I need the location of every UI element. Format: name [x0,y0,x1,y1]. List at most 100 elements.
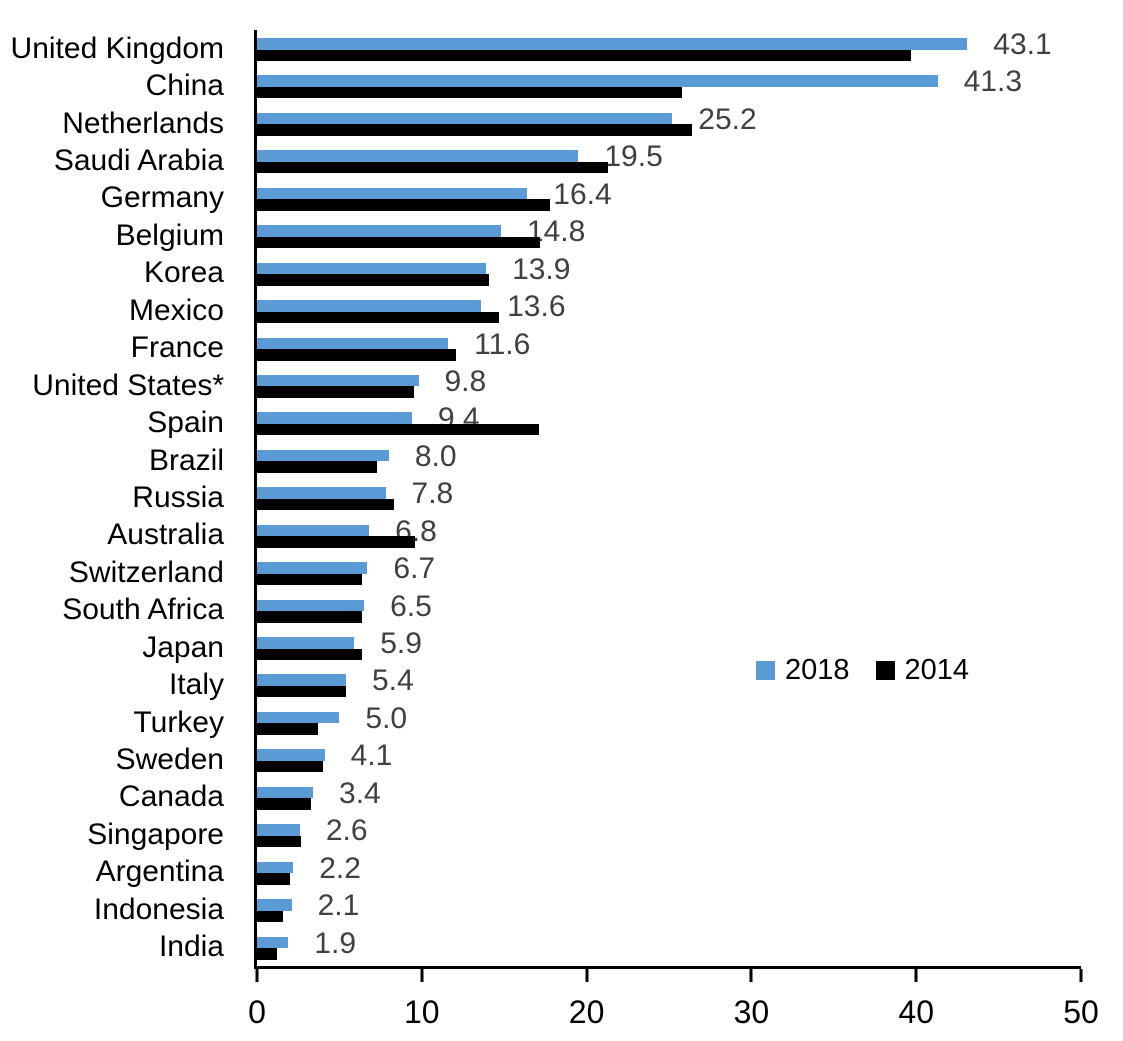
bar-2018 [257,899,292,911]
legend-item-2014: 2014 [875,654,970,686]
value-label: 6.7 [393,552,436,586]
value-label: 3.4 [339,776,381,810]
bar-2018 [257,187,528,200]
x-axis-tick-label: 20 [568,994,605,1030]
bar-row: 5.9 [257,629,1081,666]
bar-2014 [257,311,500,324]
bar-2014 [257,423,539,436]
x-axis-tick [1079,969,1083,982]
legend-swatch-2014-icon [875,661,895,680]
bar-row: 25.2 [257,102,1081,142]
category-label: Saudi Arabia [53,144,224,178]
bar-row: 16.4 [257,177,1081,217]
category-label: Australia [107,518,224,552]
bar-row: 9.4 [257,404,1081,441]
category-label: Korea [143,256,224,290]
bar-2018 [257,562,368,574]
bar-2018 [257,112,673,125]
x-axis-tick-label: 0 [248,994,266,1030]
value-label: 8.0 [414,439,457,473]
value-label: 1.9 [314,926,357,960]
bar-2018 [257,711,340,724]
bar-2018 [257,300,482,312]
bar-2018 [257,487,386,499]
bar-2014 [257,236,541,249]
bar-2014 [257,948,277,960]
value-label: 9.8 [444,364,487,398]
x-axis-tick [255,969,259,982]
value-label: 13.9 [512,252,571,286]
bar-2014 [257,274,490,286]
bar-row: 9.8 [257,364,1081,404]
bar-2014 [257,648,363,660]
legend-swatch-2018-icon [756,661,775,680]
value-label: 19.5 [604,140,663,174]
category-label: Sweden [115,743,224,777]
bar-2014 [257,611,363,623]
category-label: United Kingdom [10,31,224,65]
category-label: Italy [168,668,224,702]
bar-row: 19.5 [257,142,1081,179]
category-label: Canada [118,780,224,814]
category-label: Switzerland [68,555,224,589]
category-label: Belgium [115,218,224,252]
x-axis-tick-label: 30 [733,994,770,1030]
bar-row: 13.6 [257,292,1081,329]
category-label: India [158,930,224,964]
bar-2014 [257,86,683,99]
value-label: 16.4 [553,177,612,211]
value-label: 6.5 [390,589,432,623]
bar-row: 5.4 [257,666,1081,703]
bar-2014 [257,573,363,586]
bar-2014 [257,723,318,735]
plot-area: 43.1 41.3 25.2 19.5 16.4 14.8 13.9 13.6 11.6 9.8 9… [248,30,1099,1029]
category-label: Germany [100,181,224,215]
legend-label-2014: 2014 [904,654,970,686]
category-label: Japan [142,630,224,664]
bar-2018 [257,225,501,237]
bar-2014 [257,49,912,61]
category-label: China [145,69,224,103]
bar-2018 [257,824,300,836]
bar-row: 8.0 [257,439,1081,479]
bar-2018 [257,524,370,537]
x-axis-tick-label: 40 [898,994,934,1030]
bar-2018 [257,674,346,686]
bar-2014 [257,798,312,810]
category-label: Spain [147,406,224,440]
category-label: Mexico [128,293,224,327]
category-label: United States* [32,368,224,402]
category-label: France [130,331,224,365]
value-label: 2.1 [317,889,360,923]
bar-2014 [257,498,394,511]
bar-row: 6.5 [257,589,1081,629]
bar-2014 [257,349,457,361]
category-label: Indonesia [93,892,224,926]
category-label: Netherlands [62,106,224,140]
x-axis-tick [585,969,589,982]
bar-2018 [257,38,968,50]
bar-2014 [257,760,323,773]
bar-2018 [257,75,938,87]
bar-2018 [257,786,314,799]
x-axis-tick [749,969,753,982]
bar-2018 [257,150,579,162]
bar-2014 [257,461,378,473]
value-label: 2.2 [319,851,361,885]
bar-2014 [257,161,609,174]
bar-row: 43.1 [257,30,1081,67]
value-label: 25.2 [698,102,757,136]
value-label: 13.6 [507,290,566,324]
bar-row: 3.4 [257,776,1081,816]
value-label: 5.9 [380,627,422,660]
bar-2014 [257,685,346,698]
category-label: Singapore [87,817,224,851]
bar-2018 [257,449,389,462]
legend: 2018 2014 [756,656,969,685]
bar-row: 6.8 [257,516,1081,554]
bar-row: 14.8 [257,217,1081,254]
bar-2014 [257,910,284,923]
bar-2018 [257,637,355,649]
value-label: 5.4 [371,664,414,698]
